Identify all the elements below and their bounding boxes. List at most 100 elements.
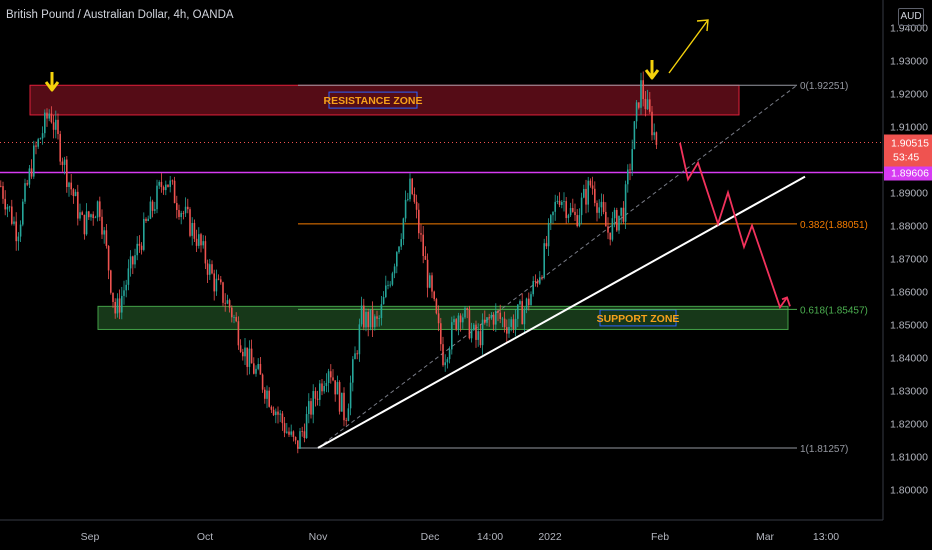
candle-down <box>272 409 275 416</box>
candle-down <box>259 364 262 375</box>
candle-up <box>380 304 383 319</box>
candle-up <box>640 80 642 108</box>
candle-down <box>206 263 209 275</box>
candle-up <box>279 413 281 415</box>
candle-down <box>250 348 253 364</box>
candle-down <box>332 377 334 381</box>
candle-down <box>594 188 596 203</box>
candle-up <box>486 317 488 323</box>
candle-up <box>391 273 394 285</box>
candle-up <box>539 277 541 284</box>
x-tick-label: Sep <box>81 531 100 543</box>
candle-up <box>561 201 563 205</box>
candle-up <box>477 331 479 340</box>
candle-down <box>466 308 468 311</box>
candle-up <box>127 268 130 285</box>
candle-up <box>400 239 402 247</box>
candle-down <box>622 207 625 222</box>
candle-down <box>310 401 312 415</box>
candle-down <box>411 178 413 194</box>
fib-0382-label: 0.382(1.88051) <box>800 220 868 231</box>
candle-up <box>154 209 156 211</box>
candle-up <box>514 318 517 329</box>
candle-up <box>116 298 119 314</box>
candle-up <box>79 212 81 219</box>
candle-down <box>642 80 644 100</box>
candle-down <box>492 315 495 325</box>
candle-up <box>33 145 35 177</box>
candle-down <box>585 188 587 205</box>
candle-down <box>50 113 53 123</box>
candle-up <box>354 353 356 360</box>
support-zone-label: SUPPORT ZONE <box>597 313 680 325</box>
candle-up <box>226 300 229 304</box>
candle-up <box>631 149 633 171</box>
candle-up <box>556 200 559 202</box>
candle-down <box>211 264 213 274</box>
candle-up <box>451 322 453 350</box>
candle-up <box>308 401 310 415</box>
candle-up <box>349 382 352 409</box>
candle-up <box>554 201 556 212</box>
candle-down <box>528 298 530 306</box>
chart-title: British Pound / Australian Dollar, 4h, O… <box>6 9 234 21</box>
currency-button[interactable]: AUD <box>898 8 924 26</box>
countdown-label: 53:45 <box>893 152 919 164</box>
candle-up <box>184 206 187 214</box>
candle-down <box>415 201 418 210</box>
candle-down <box>110 270 112 293</box>
candle-up <box>510 319 512 327</box>
candle-up <box>624 184 627 222</box>
candle-down <box>237 321 240 346</box>
candle-up <box>600 201 603 208</box>
y-tick-label: 1.87000 <box>890 254 928 266</box>
candle-down <box>140 245 143 250</box>
candle-up <box>547 222 550 247</box>
candle-down <box>46 112 48 119</box>
candle-down <box>11 206 13 224</box>
candle-down <box>497 310 499 313</box>
trendline <box>317 175 806 449</box>
fib-0618-label: 0.618(1.85457) <box>800 305 868 316</box>
y-tick-label: 1.84000 <box>890 353 928 365</box>
candle-down <box>88 211 90 218</box>
y-tick-label: 1.85000 <box>890 320 928 332</box>
candle-down <box>475 324 477 340</box>
candle-down <box>437 313 440 324</box>
candle-down <box>246 347 248 367</box>
candle-down <box>162 187 165 191</box>
candle-up <box>68 182 70 188</box>
candle-down <box>356 353 358 355</box>
candle-up <box>633 121 636 150</box>
candle-up <box>378 318 380 319</box>
candle-up <box>398 246 400 253</box>
candle-up <box>63 159 66 165</box>
candle-up <box>552 211 554 216</box>
y-tick-label: 1.91000 <box>890 122 928 134</box>
candle-down <box>105 230 108 246</box>
fib-diagonal-dashed <box>317 84 798 449</box>
fib-0-label: 0(1.92251) <box>800 81 848 92</box>
candle-down <box>314 391 317 399</box>
candle-down <box>589 180 592 186</box>
candle-up <box>407 199 409 200</box>
candle-up <box>360 305 363 325</box>
candle-up <box>525 298 528 310</box>
candle-up <box>28 168 31 185</box>
candle-down <box>178 209 180 218</box>
candle-down <box>420 233 422 235</box>
candle-down <box>2 186 4 199</box>
candle-down <box>572 208 574 212</box>
candle-down <box>270 406 273 410</box>
candle-down <box>499 312 501 319</box>
candle-up <box>286 431 288 433</box>
candle-down <box>57 119 59 135</box>
candle-up <box>41 133 44 139</box>
candle-down <box>422 234 424 256</box>
candle-up <box>646 99 649 110</box>
candle-down <box>288 431 290 435</box>
candle-down <box>503 318 506 328</box>
peak-arrow-left-head <box>44 81 60 92</box>
candle-up <box>352 359 354 383</box>
candle-down <box>644 99 647 110</box>
